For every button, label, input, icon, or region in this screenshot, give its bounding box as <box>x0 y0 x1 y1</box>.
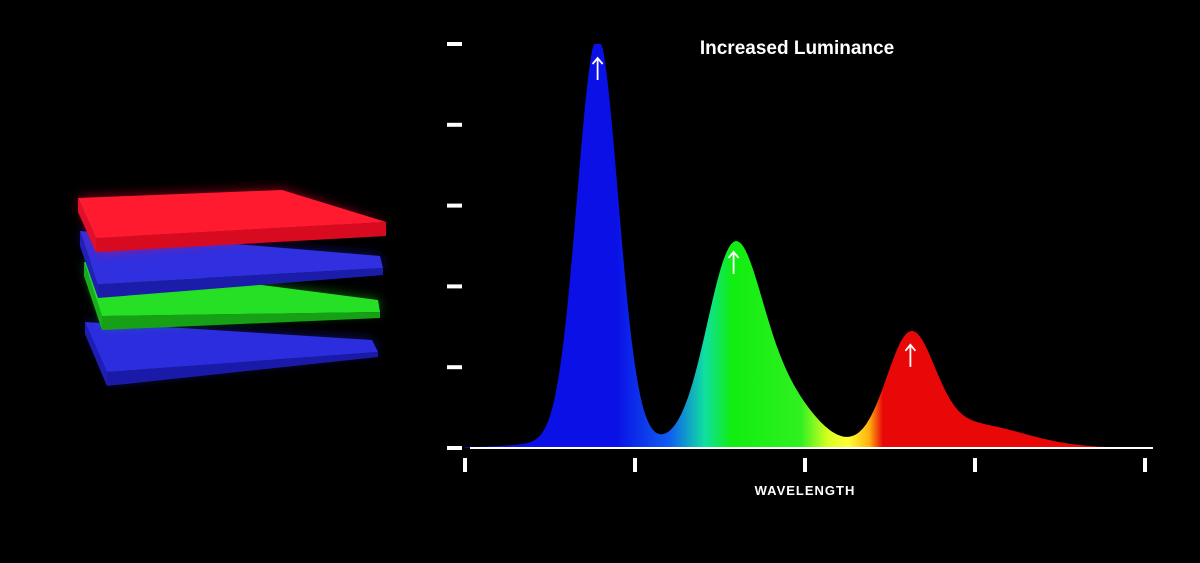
y-tick <box>447 284 462 289</box>
up-arrow-icon <box>727 250 740 274</box>
y-tick <box>447 446 462 450</box>
y-axis <box>447 42 462 450</box>
rgb-layer-stack <box>78 190 388 386</box>
up-arrow-icon <box>904 343 917 367</box>
peak-arrows <box>591 56 917 367</box>
x-axis-label: WAVELENGTH <box>755 483 856 498</box>
x-tick <box>1143 458 1147 472</box>
x-tick <box>463 458 467 472</box>
y-tick <box>447 122 462 127</box>
x-axis <box>463 458 1147 472</box>
up-arrow-icon <box>591 56 604 80</box>
chart-title: Increased Luminance <box>700 38 894 59</box>
x-tick <box>633 458 637 472</box>
red-layer <box>78 190 388 252</box>
y-tick <box>447 42 462 46</box>
x-tick <box>973 458 977 472</box>
y-tick <box>447 203 462 208</box>
x-tick <box>803 458 807 472</box>
spectrum-curve <box>465 44 1145 448</box>
blue-bottom-layer <box>85 322 378 386</box>
y-tick <box>447 365 462 370</box>
